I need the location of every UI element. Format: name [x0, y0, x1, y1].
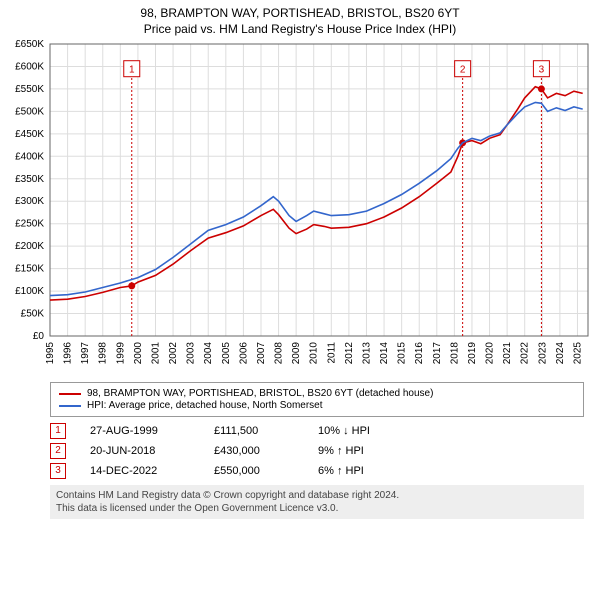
svg-text:£600K: £600K [15, 61, 44, 72]
legend-swatch [59, 405, 81, 407]
svg-text:2013: 2013 [361, 342, 372, 365]
legend-item: 98, BRAMPTON WAY, PORTISHEAD, BRISTOL, B… [59, 388, 575, 399]
event-date: 27-AUG-1999 [90, 425, 190, 437]
event-price: £430,000 [214, 445, 294, 457]
svg-text:2008: 2008 [274, 342, 285, 365]
svg-text:2020: 2020 [485, 342, 496, 365]
svg-text:1996: 1996 [63, 342, 74, 365]
attribution-footer: Contains HM Land Registry data © Crown c… [50, 485, 584, 519]
svg-text:1: 1 [129, 64, 135, 75]
event-row: 3 14-DEC-2022 £550,000 6% ↑ HPI [50, 463, 584, 479]
svg-text:£0: £0 [33, 331, 45, 342]
event-badge: 1 [50, 423, 66, 439]
svg-text:2019: 2019 [467, 342, 478, 365]
svg-text:2024: 2024 [555, 342, 566, 365]
svg-text:2022: 2022 [520, 342, 531, 365]
svg-text:2012: 2012 [344, 342, 355, 365]
svg-text:2001: 2001 [150, 342, 161, 365]
svg-text:2011: 2011 [326, 342, 337, 364]
svg-text:£500K: £500K [15, 106, 44, 117]
svg-text:2000: 2000 [133, 342, 144, 365]
svg-text:£250K: £250K [15, 219, 44, 230]
svg-text:£200K: £200K [15, 241, 44, 252]
svg-text:£100K: £100K [15, 286, 44, 297]
svg-text:2004: 2004 [203, 342, 214, 365]
svg-text:1995: 1995 [45, 342, 56, 365]
events-table: 1 27-AUG-1999 £111,500 10% ↓ HPI 2 20-JU… [50, 423, 584, 479]
svg-text:£50K: £50K [21, 309, 45, 320]
svg-text:2003: 2003 [186, 342, 197, 365]
svg-text:£300K: £300K [15, 196, 44, 207]
line-chart: £0 £50K £100K £150K £200K £250K £300K £350K £400… [0, 38, 600, 378]
svg-text:1997: 1997 [80, 342, 91, 365]
footer-line-2: This data is licensed under the Open Gov… [56, 502, 578, 515]
legend-label: 98, BRAMPTON WAY, PORTISHEAD, BRISTOL, B… [87, 388, 433, 399]
svg-text:2002: 2002 [168, 342, 179, 365]
svg-text:£650K: £650K [15, 39, 44, 50]
svg-text:£400K: £400K [15, 151, 44, 162]
title-line-1: 98, BRAMPTON WAY, PORTISHEAD, BRISTOL, B… [4, 6, 596, 20]
event-badge: 2 [50, 443, 66, 459]
event-price: £550,000 [214, 465, 294, 477]
event-row: 2 20-JUN-2018 £430,000 9% ↑ HPI [50, 443, 584, 459]
svg-text:2015: 2015 [397, 342, 408, 365]
event-price: £111,500 [214, 425, 294, 437]
legend-item: HPI: Average price, detached house, Nort… [59, 400, 575, 411]
event-hpi: 6% ↑ HPI [318, 465, 408, 477]
svg-text:£350K: £350K [15, 174, 44, 185]
event-badge: 3 [50, 463, 66, 479]
event-row: 1 27-AUG-1999 £111,500 10% ↓ HPI [50, 423, 584, 439]
svg-text:2025: 2025 [572, 342, 583, 365]
event-date: 20-JUN-2018 [90, 445, 190, 457]
svg-text:2006: 2006 [238, 342, 249, 365]
svg-text:2010: 2010 [309, 342, 320, 365]
footer-line-1: Contains HM Land Registry data © Crown c… [56, 489, 578, 502]
chart-titles: 98, BRAMPTON WAY, PORTISHEAD, BRISTOL, B… [0, 0, 600, 38]
svg-text:2016: 2016 [414, 342, 425, 365]
svg-text:£150K: £150K [15, 264, 44, 275]
svg-text:2005: 2005 [221, 342, 232, 365]
svg-text:2018: 2018 [449, 342, 460, 365]
svg-text:2009: 2009 [291, 342, 302, 365]
event-hpi: 9% ↑ HPI [318, 445, 408, 457]
svg-text:£550K: £550K [15, 84, 44, 95]
svg-text:2023: 2023 [537, 342, 548, 365]
event-date: 14-DEC-2022 [90, 465, 190, 477]
legend-swatch [59, 393, 81, 395]
svg-text:2014: 2014 [379, 342, 390, 365]
legend-label: HPI: Average price, detached house, Nort… [87, 400, 323, 411]
svg-text:3: 3 [539, 64, 545, 75]
chart-area: £0 £50K £100K £150K £200K £250K £300K £350K £400… [0, 38, 600, 378]
svg-text:1999: 1999 [115, 342, 126, 365]
event-hpi: 10% ↓ HPI [318, 425, 408, 437]
svg-text:2007: 2007 [256, 342, 267, 365]
svg-text:2: 2 [460, 64, 466, 75]
svg-text:1998: 1998 [98, 342, 109, 365]
svg-text:2017: 2017 [432, 342, 443, 365]
legend: 98, BRAMPTON WAY, PORTISHEAD, BRISTOL, B… [50, 382, 584, 417]
svg-text:2021: 2021 [502, 342, 513, 365]
title-line-2: Price paid vs. HM Land Registry's House … [4, 22, 596, 36]
svg-text:£450K: £450K [15, 129, 44, 140]
